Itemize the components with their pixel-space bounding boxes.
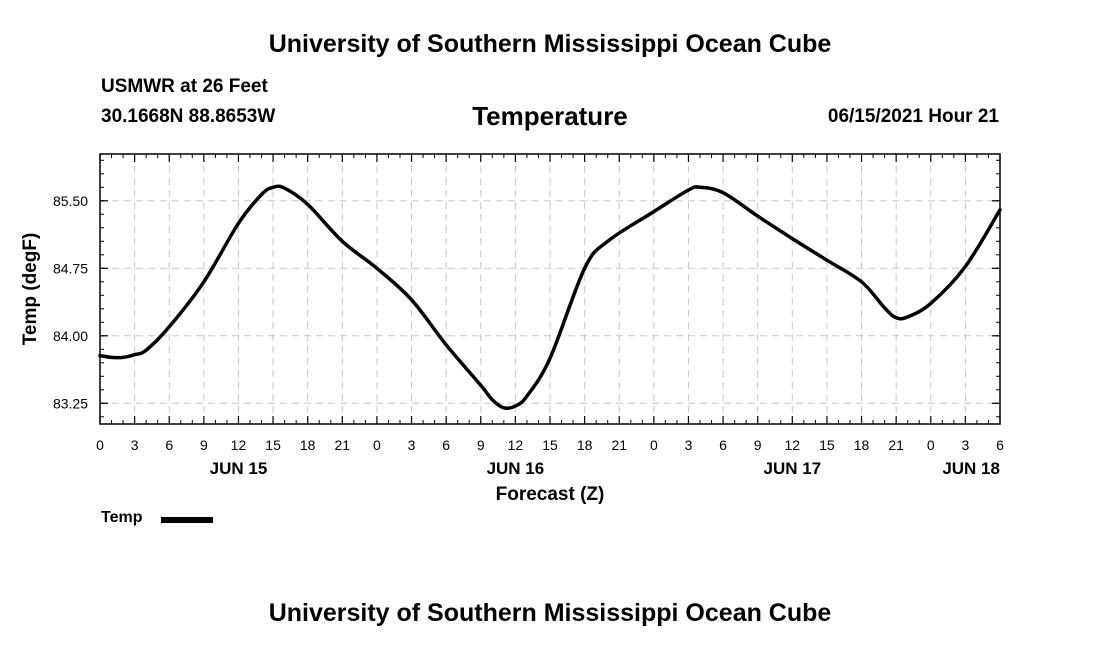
- x-tick-label: 0: [927, 437, 935, 453]
- x-tick-label: 9: [200, 437, 208, 453]
- y-tick-label: 84.00: [53, 328, 88, 344]
- x-tick-label: 0: [650, 437, 658, 453]
- y-axis-label: Temp (degF): [20, 233, 41, 346]
- x-tick-label: 21: [335, 437, 351, 453]
- x-tick-label: 12: [785, 437, 801, 453]
- x-tick-label: 3: [961, 437, 969, 453]
- grid: [100, 154, 1000, 424]
- x-tick-label: 12: [508, 437, 524, 453]
- x-tick-label: 6: [165, 437, 173, 453]
- x-tick-label: 21: [888, 437, 904, 453]
- x-tick-label: 9: [477, 437, 485, 453]
- legend-label: Temp: [101, 509, 143, 526]
- chart-title: Temperature: [472, 101, 628, 131]
- x-tick-label: 3: [408, 437, 416, 453]
- x-day-label: JUN 18: [942, 459, 1000, 478]
- x-tick-label: 9: [754, 437, 762, 453]
- x-tick-label: 6: [719, 437, 727, 453]
- y-tick-label: 84.75: [53, 260, 88, 276]
- x-day-label: JUN 17: [763, 459, 821, 478]
- x-tick-label: 21: [611, 437, 627, 453]
- x-tick-label: 6: [996, 437, 1004, 453]
- x-axis-label: Forecast (Z): [496, 484, 605, 505]
- top-title: University of Southern Mississippi Ocean…: [268, 30, 832, 58]
- x-tick-label: 18: [300, 437, 316, 453]
- coordinates-label: 30.1668N 88.8653W: [101, 106, 276, 127]
- series-layer: [98, 184, 1002, 410]
- legend-line-swatch: [161, 517, 213, 523]
- y-tick-label: 83.25: [53, 395, 88, 411]
- x-tick-label: 15: [819, 437, 835, 453]
- datetime-label: 06/15/2021 Hour 21: [827, 106, 999, 127]
- x-tick-label: 15: [265, 437, 281, 453]
- x-tick-label: 18: [577, 437, 593, 453]
- axes: 0 3 6 9 12 15 18 21 0 3 6 9 12 15 18 21 0 3 6 9 12 15 18 21 0 3 6 J…: [53, 154, 1004, 478]
- x-tick-label: 6: [442, 437, 450, 453]
- station-label: USMWR at 26 Feet: [101, 76, 268, 97]
- temp-series-line: [98, 184, 1002, 410]
- bottom-title: University of Southern Mississippi Ocean…: [268, 599, 832, 627]
- x-tick-label: 3: [685, 437, 693, 453]
- x-tick-label: 0: [373, 437, 381, 453]
- x-day-label: JUN 16: [487, 459, 545, 478]
- x-tick-label: 15: [542, 437, 558, 453]
- y-tick-label: 85.50: [53, 193, 88, 209]
- x-tick-label: 3: [131, 437, 139, 453]
- x-tick-label: 0: [96, 437, 104, 453]
- x-tick-label: 12: [231, 437, 247, 453]
- x-day-label: JUN 15: [210, 459, 268, 478]
- x-tick-label: 18: [854, 437, 870, 453]
